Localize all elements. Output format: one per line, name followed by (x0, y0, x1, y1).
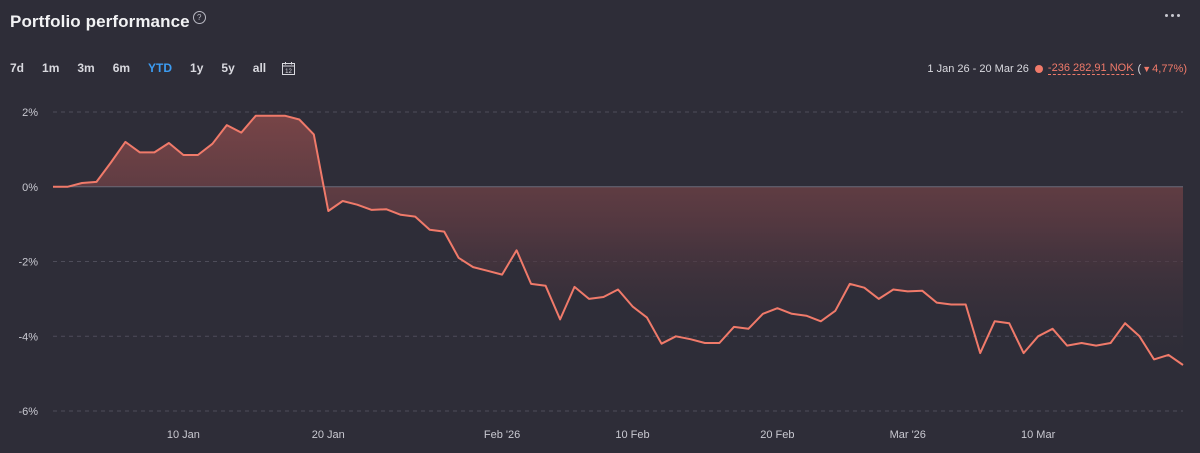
range-3m-button[interactable]: 3m (77, 61, 95, 75)
series-line (53, 114, 1184, 366)
chart-header: Portfolio performance ? (10, 11, 206, 32)
series-area (53, 115, 1183, 365)
more-options-icon[interactable] (1165, 14, 1180, 17)
y-tick-label: -4% (18, 331, 38, 343)
calendar-day: 12 (285, 68, 292, 74)
range-selector: 7d 1m 3m 6m YTD 1y 5y all 12 (10, 61, 296, 75)
performance-summary: 1 Jan 26 - 20 Mar 26 -236 282,91 NOK ( ▼… (927, 62, 1187, 75)
range-5y-button[interactable]: 5y (221, 61, 235, 75)
change-percent: 4,77%) (1152, 62, 1187, 75)
x-tick-label: Mar '26 (890, 429, 926, 441)
range-1y-button[interactable]: 1y (190, 61, 204, 75)
help-icon[interactable]: ? (192, 11, 206, 24)
x-tick-label: 20 Feb (760, 429, 794, 441)
series-dot-icon (1034, 64, 1043, 73)
x-tick-label: 10 Jan (167, 429, 200, 441)
paren-open: ( (1137, 62, 1142, 75)
y-tick-label: -2% (18, 257, 38, 269)
x-tick-label: 10 Feb (615, 429, 649, 441)
range-1m-button[interactable]: 1m (42, 61, 60, 75)
range-6m-button[interactable]: 6m (112, 61, 131, 75)
y-tick-label: 2% (22, 107, 38, 119)
x-tick-label: 20 Jan (312, 429, 345, 441)
range-all-button[interactable]: all (252, 61, 267, 75)
x-tick-label: Feb '26 (484, 429, 520, 441)
down-triangle-icon: ▼ (1142, 63, 1152, 74)
change-amount[interactable]: -236 282,91 NOK (1047, 62, 1134, 75)
range-ytd-button[interactable]: YTD (148, 61, 173, 75)
page-title: Portfolio performance (10, 12, 190, 31)
period-label: 1 Jan 26 - 20 Mar 26 (927, 62, 1029, 75)
y-tick-label: -6% (18, 406, 38, 418)
range-7d-button[interactable]: 7d (10, 61, 25, 75)
y-tick-label: 0% (22, 182, 38, 194)
calendar-icon[interactable]: 12 (282, 61, 296, 75)
x-tick-label: 10 Mar (1021, 429, 1056, 441)
